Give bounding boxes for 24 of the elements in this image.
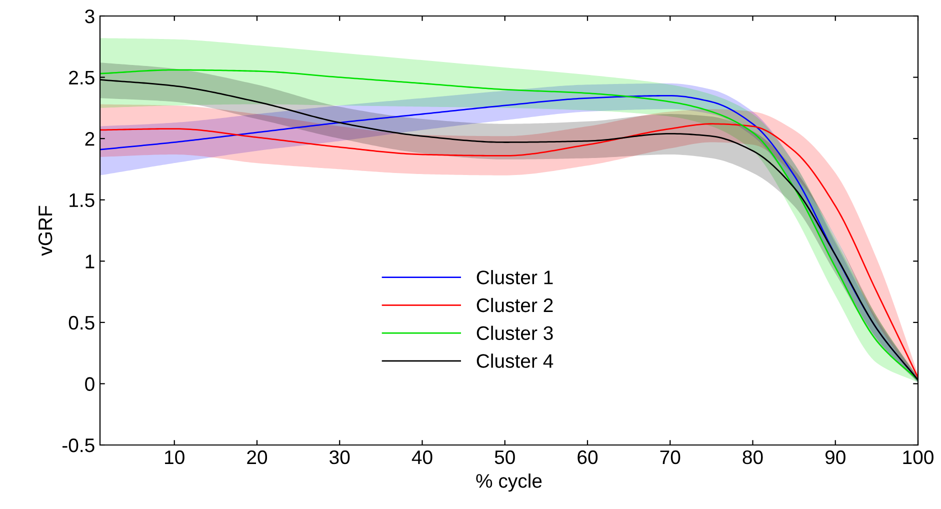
x-tick-label: 80 (742, 450, 763, 464)
y-tick-label: 2 (85, 132, 94, 146)
x-tick-label: 100 (903, 450, 934, 464)
x-tick-label: 70 (660, 450, 680, 464)
x-tick-label: 20 (247, 450, 268, 464)
x-tick-label: 10 (165, 450, 184, 464)
x-tick-label: 90 (825, 450, 846, 464)
x-tick-label: 30 (330, 450, 350, 464)
legend-label: Cluster 1 (476, 270, 553, 284)
y-tick-label: -0.5 (62, 438, 94, 452)
x-tick-label: 60 (578, 450, 598, 464)
y-tick-label: 1.5 (70, 194, 94, 208)
x-axis-title: % cycle (476, 474, 542, 492)
legend-label: Cluster 3 (476, 326, 553, 340)
y-tick-label: 3 (85, 9, 94, 24)
y-tick-label: 2.5 (69, 70, 94, 85)
x-tick-label: 40 (412, 450, 432, 464)
legend-label: Cluster 2 (476, 298, 553, 312)
y-tick-label: 0.5 (68, 316, 94, 330)
y-axis-title: vGRF (38, 206, 52, 256)
y-tick-label: 1 (86, 254, 94, 268)
legend-label: Cluster 4 (476, 354, 554, 368)
x-tick-label: 50 (494, 450, 515, 464)
y-tick-label: 0 (85, 377, 94, 391)
